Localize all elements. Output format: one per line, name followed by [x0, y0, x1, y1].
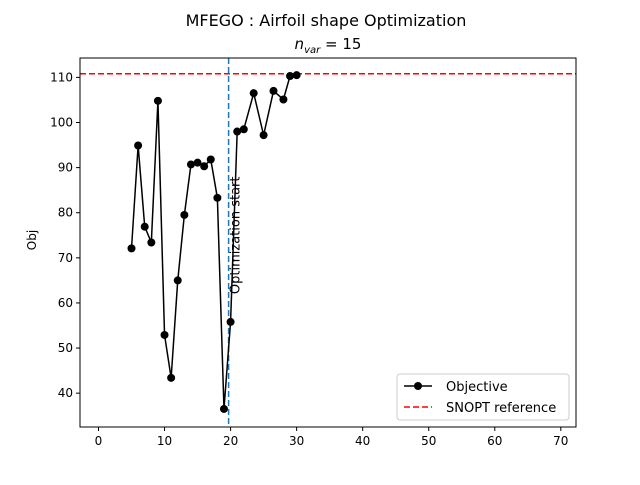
y-tick-label: 70 — [58, 251, 73, 265]
data-point — [249, 89, 258, 98]
x-tick-label: 60 — [487, 434, 502, 448]
plot-frame — [79, 57, 577, 428]
x-tick-label: 50 — [421, 434, 436, 448]
y-tick-label: 80 — [58, 206, 73, 220]
data-point — [147, 238, 156, 247]
data-point — [160, 330, 169, 339]
y-tick-label: 100 — [50, 116, 73, 130]
data-point — [167, 373, 176, 382]
data-point — [292, 71, 301, 80]
axis-ticks: 0 10 20 30 40 50 60 70 40 50 60 70 80 90 100 110 — [50, 70, 568, 448]
x-tick-label: 30 — [289, 434, 304, 448]
data-point — [173, 276, 182, 285]
data-point — [153, 96, 162, 105]
data-point — [259, 131, 268, 140]
x-tick-label: 10 — [157, 434, 172, 448]
y-tick-label: 50 — [58, 341, 73, 355]
data-point — [180, 210, 189, 219]
chart-subtitle: nvar = 15 — [295, 35, 362, 56]
data-point — [200, 162, 209, 171]
data-point — [239, 125, 248, 134]
legend-objective-label: Objective — [446, 380, 508, 395]
data-point — [134, 141, 143, 150]
y-axis-label: Obj — [25, 230, 39, 250]
data-point — [233, 127, 242, 136]
legend-snopt-label: SNOPT reference — [446, 401, 556, 416]
series-line — [130, 74, 297, 410]
data-point — [269, 86, 278, 95]
legend-objective-marker — [414, 382, 422, 390]
data-point — [206, 155, 215, 164]
reference-lines — [80, 58, 576, 427]
legend-box — [396, 373, 570, 421]
data-point — [219, 404, 228, 413]
data-point — [213, 193, 222, 202]
data-series — [127, 71, 301, 413]
data-point — [193, 158, 202, 167]
y-tick-label: 40 — [58, 386, 73, 400]
optimization-start-label: Optimization start — [229, 176, 244, 294]
x-tick-label: 70 — [553, 434, 568, 448]
y-tick-label: 60 — [58, 296, 73, 310]
legend: Objective SNOPT reference — [396, 373, 570, 421]
x-tick-label: 20 — [223, 434, 238, 448]
data-point — [127, 244, 136, 253]
data-point — [286, 72, 295, 81]
subtitle-value: = 15 — [320, 35, 361, 53]
subtitle-subscript: var — [304, 45, 321, 56]
data-point — [140, 222, 149, 231]
chart-title: MFEGO : Airfoil shape Optimization — [186, 11, 467, 30]
y-tick-label: 110 — [50, 70, 73, 84]
data-point — [186, 160, 195, 169]
data-point — [226, 317, 235, 326]
y-tick-label: 90 — [58, 161, 73, 175]
x-tick-label: 40 — [355, 434, 370, 448]
x-tick-label: 0 — [95, 434, 103, 448]
data-point — [279, 95, 288, 104]
subtitle-symbol: n — [295, 35, 305, 53]
